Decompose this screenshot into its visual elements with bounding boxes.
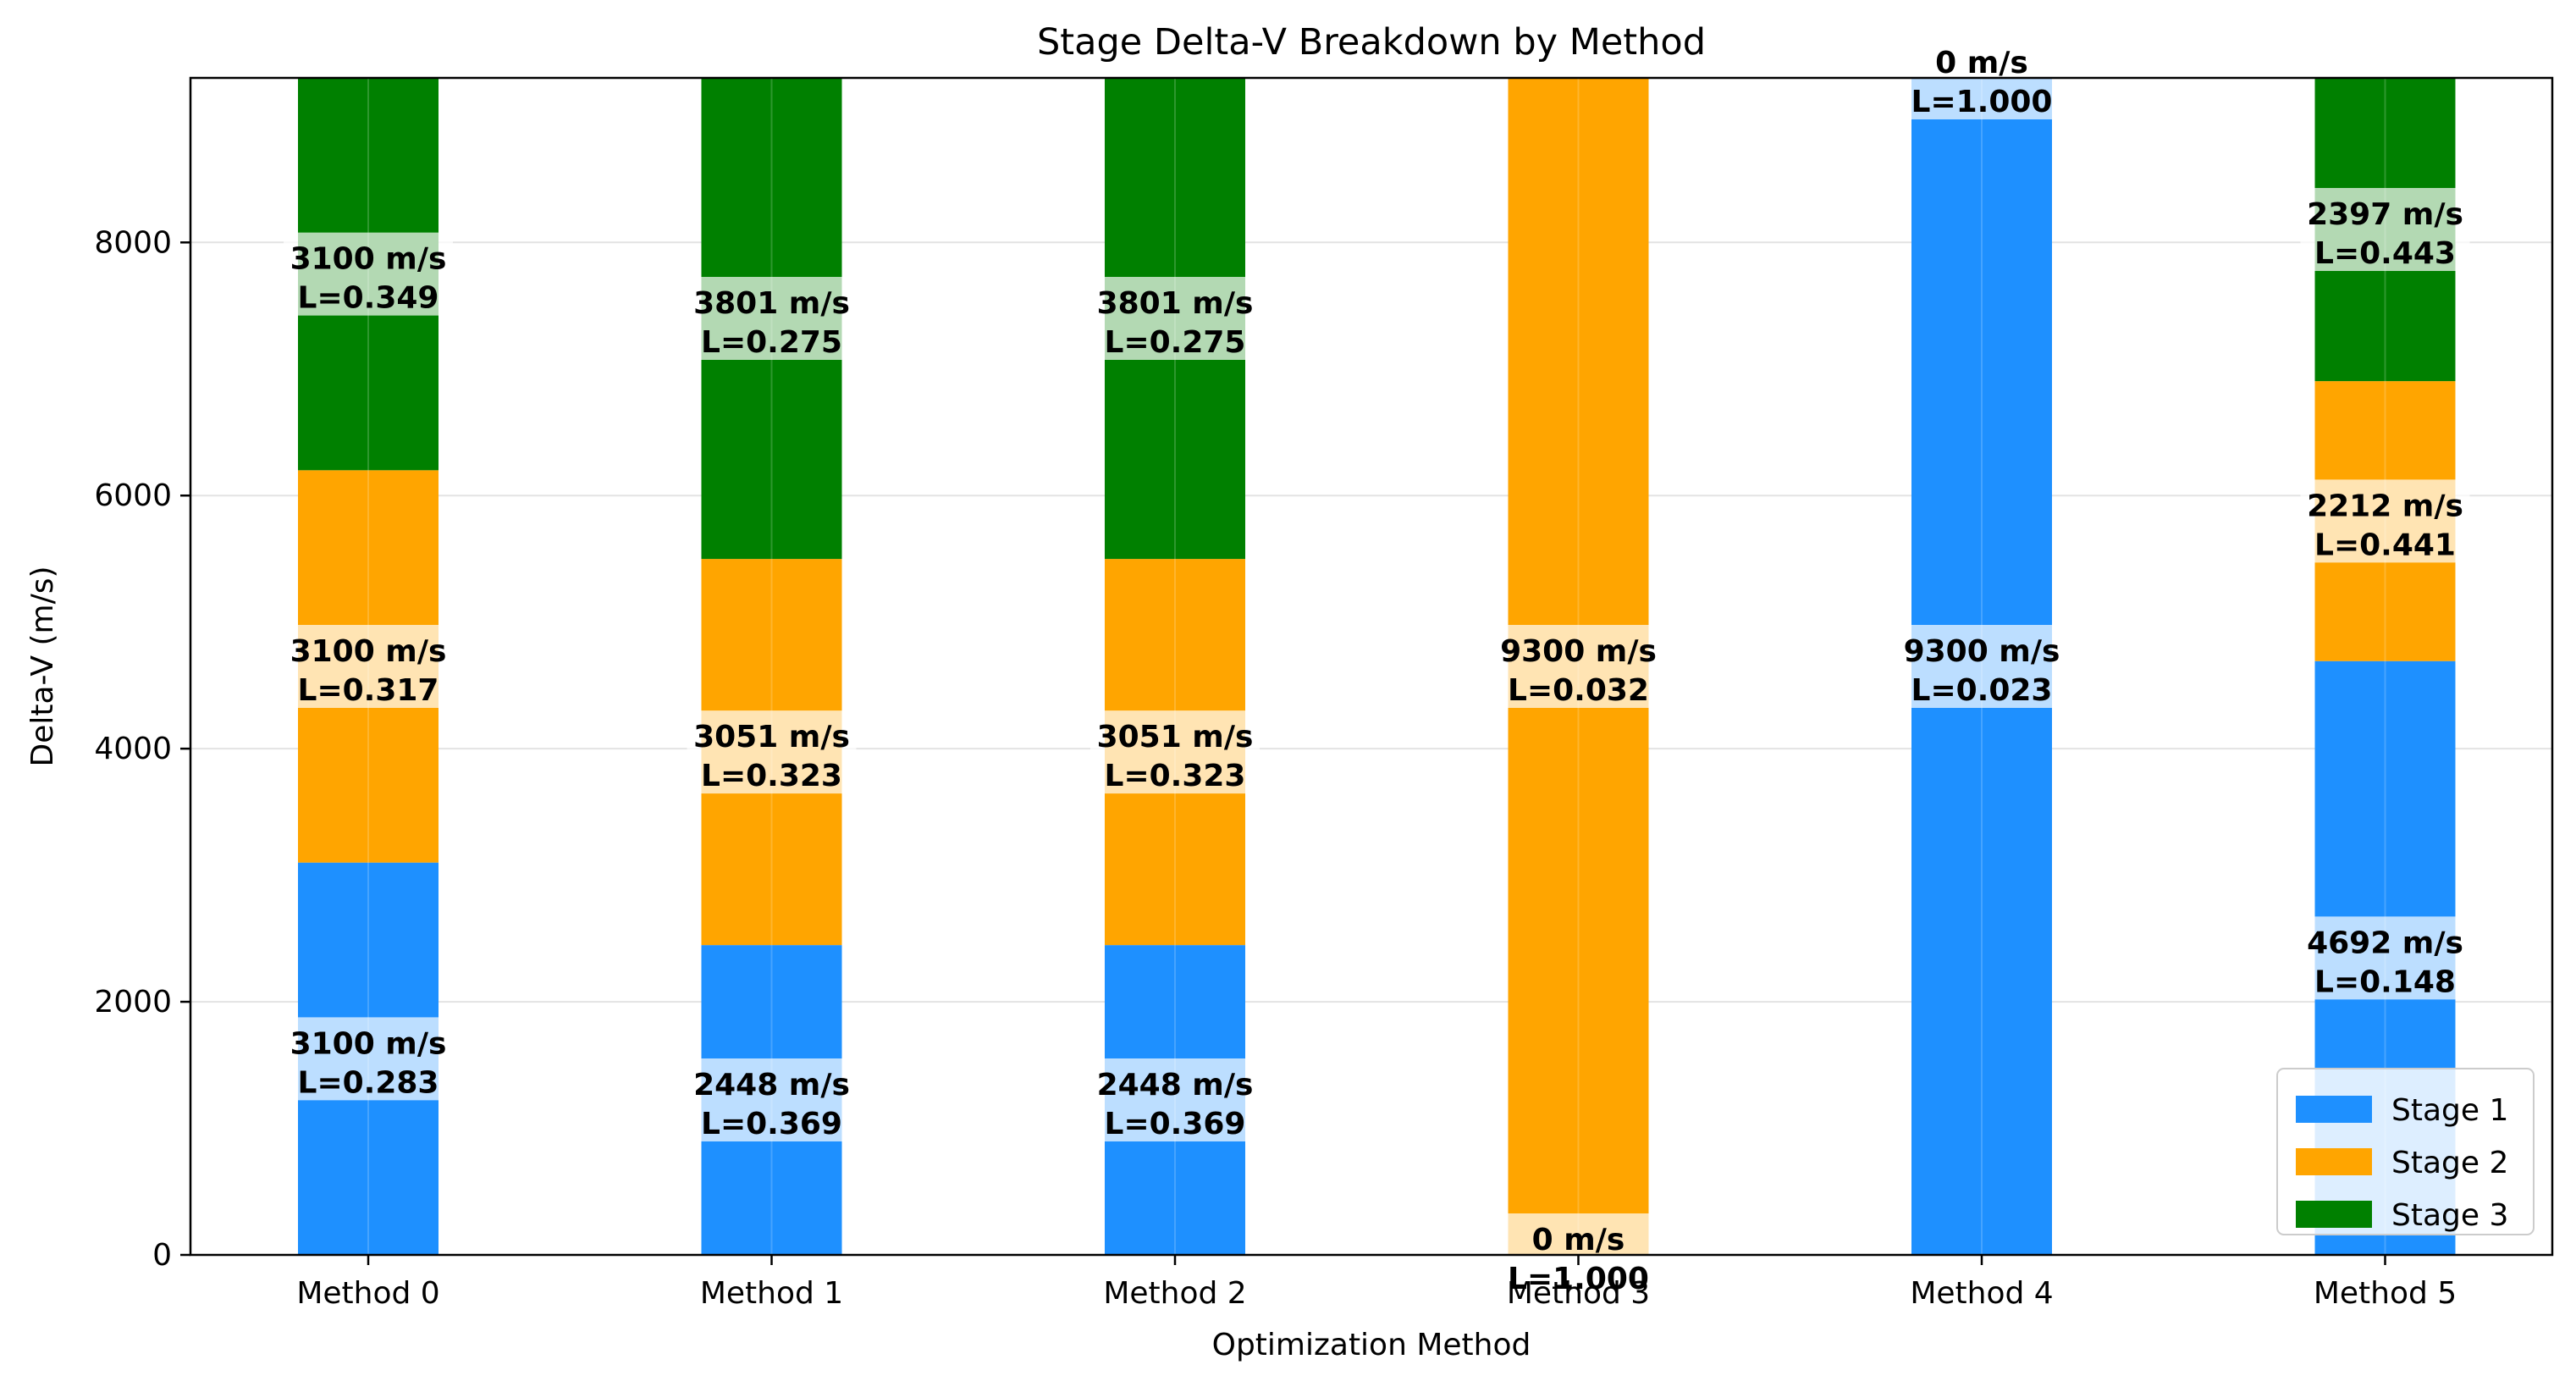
data-label-background — [1090, 710, 1260, 794]
data-label-load: L=0.441 — [2314, 528, 2456, 562]
data-label-background — [2300, 916, 2470, 1000]
data-label-load: L=0.323 — [701, 759, 842, 793]
y-tick-label: 2000 — [94, 985, 172, 1020]
data-label-background — [284, 1017, 453, 1101]
legend-swatch — [2296, 1148, 2372, 1175]
x-tick-label: Method 1 — [700, 1276, 843, 1311]
data-label-delta-v: 0 m/s — [1935, 46, 2028, 80]
data-label-delta-v: 3100 m/s — [290, 1026, 447, 1061]
data-label-delta-v: 9300 m/s — [1904, 634, 2060, 669]
data-label-load: L=0.275 — [701, 325, 842, 360]
data-label-load: L=0.283 — [298, 1065, 439, 1100]
y-tick-label: 8000 — [94, 225, 172, 260]
data-label: 3051 m/s L=0.323 — [1090, 710, 1260, 794]
data-label-background — [1090, 1058, 1260, 1142]
data-labels-layer: 3100 m/s L=0.283 2448 m/s L=0.369 2448 m/s L=… — [284, 36, 2470, 1296]
y-tick-label: 4000 — [94, 732, 172, 766]
data-label: 2397 m/s L=0.443 — [2300, 187, 2470, 271]
data-label-load: L=0.349 — [298, 281, 439, 316]
data-label-delta-v: 4692 m/s — [2307, 926, 2463, 960]
data-label-delta-v: 3051 m/s — [693, 720, 850, 754]
data-label-delta-v: 0 m/s — [1532, 1223, 1625, 1257]
plot-frame — [189, 76, 2554, 1257]
data-label-load: L=0.369 — [1105, 1107, 1246, 1141]
data-label: 3100 m/s L=0.349 — [284, 232, 453, 316]
chart-title: Stage Delta-V Breakdown by Method — [1037, 21, 1706, 64]
data-label-load: L=0.369 — [701, 1107, 842, 1141]
data-label: 3100 m/s L=0.283 — [284, 1017, 453, 1101]
data-label: 9300 m/s L=0.032 — [1493, 625, 1663, 708]
data-label: 3051 m/s L=0.323 — [687, 710, 857, 794]
data-label-background — [687, 1058, 857, 1142]
legend-swatch — [2296, 1201, 2372, 1228]
bars-layer — [298, 77, 2456, 1255]
x-tick-label: Method 2 — [1103, 1276, 1246, 1311]
data-label-delta-v: 3100 m/s — [290, 242, 447, 277]
data-label-delta-v: 2397 m/s — [2307, 197, 2463, 232]
legend: Stage 1 Stage 2 Stage 3 — [2276, 1068, 2535, 1235]
data-label: 2212 m/s L=0.441 — [2300, 479, 2470, 563]
x-tick-label: Method 4 — [1910, 1276, 2053, 1311]
data-label-load: L=0.323 — [1105, 759, 1246, 793]
x-tick-label: Method 5 — [2314, 1276, 2457, 1311]
data-label-background — [2300, 187, 2470, 271]
x-tick-label: Method 0 — [296, 1276, 439, 1311]
data-label-delta-v: 3801 m/s — [693, 286, 850, 321]
data-label-load: L=0.032 — [1508, 673, 1649, 708]
data-label-load: L=1.000 — [1911, 85, 2053, 119]
legend-label: Stage 2 — [2391, 1146, 2508, 1180]
legend-swatch — [2296, 1096, 2372, 1123]
data-label-delta-v: 3801 m/s — [1097, 286, 1254, 321]
ticks-layer: 0 2000 4000 6000 8000 Method 0 Method 1 Method … — [94, 225, 2457, 1311]
data-label-delta-v: 2212 m/s — [2307, 489, 2463, 523]
data-label-background — [1897, 625, 2066, 708]
data-label: 2448 m/s L=0.369 — [1090, 1058, 1260, 1142]
data-label-background — [1493, 625, 1663, 708]
data-label-delta-v: 2448 m/s — [693, 1068, 850, 1102]
data-label-load: L=0.275 — [1105, 325, 1246, 360]
x-tick-label: Method 3 — [1507, 1276, 1650, 1311]
data-label: 0 m/s L=1.000 — [1897, 36, 2066, 119]
data-label-background — [1090, 277, 1260, 361]
data-label: 4692 m/s L=0.148 — [2300, 916, 2470, 1000]
data-label-background — [284, 232, 453, 316]
y-axis-label: Delta-V (m/s) — [25, 566, 60, 766]
y-tick-label: 0 — [152, 1238, 172, 1273]
data-label-load: L=0.317 — [298, 673, 439, 708]
data-label-delta-v: 2448 m/s — [1097, 1068, 1254, 1102]
x-axis-label: Optimization Method — [1212, 1328, 1531, 1362]
data-label-background — [2300, 479, 2470, 563]
legend-label: Stage 3 — [2391, 1198, 2508, 1233]
data-label-load: L=0.023 — [1911, 673, 2053, 708]
data-label-background — [687, 277, 857, 361]
data-label-load: L=0.443 — [2314, 236, 2456, 271]
data-label: 3100 m/s L=0.317 — [284, 625, 453, 708]
data-label-load: L=0.148 — [2314, 964, 2456, 999]
data-label: 3801 m/s L=0.275 — [687, 277, 857, 361]
data-label-background — [284, 625, 453, 708]
data-label-delta-v: 9300 m/s — [1500, 634, 1657, 669]
data-label: 2448 m/s L=0.369 — [687, 1058, 857, 1142]
data-label-load: L=1.000 — [1508, 1262, 1649, 1296]
grid-layer — [190, 241, 2552, 1256]
data-label: 9300 m/s L=0.023 — [1897, 625, 2066, 708]
y-tick-label: 6000 — [94, 478, 172, 513]
legend-label: Stage 1 — [2391, 1093, 2508, 1128]
data-label: 3801 m/s L=0.275 — [1090, 277, 1260, 361]
data-label-background — [687, 710, 857, 794]
data-label-delta-v: 3051 m/s — [1097, 720, 1254, 754]
data-label-delta-v: 3100 m/s — [290, 634, 447, 669]
